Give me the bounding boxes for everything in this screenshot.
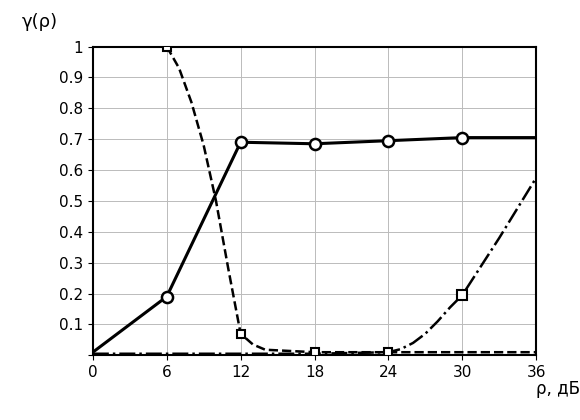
Y-axis label: γ(ρ): γ(ρ)	[21, 13, 57, 31]
X-axis label: ρ, дБ: ρ, дБ	[536, 380, 580, 398]
